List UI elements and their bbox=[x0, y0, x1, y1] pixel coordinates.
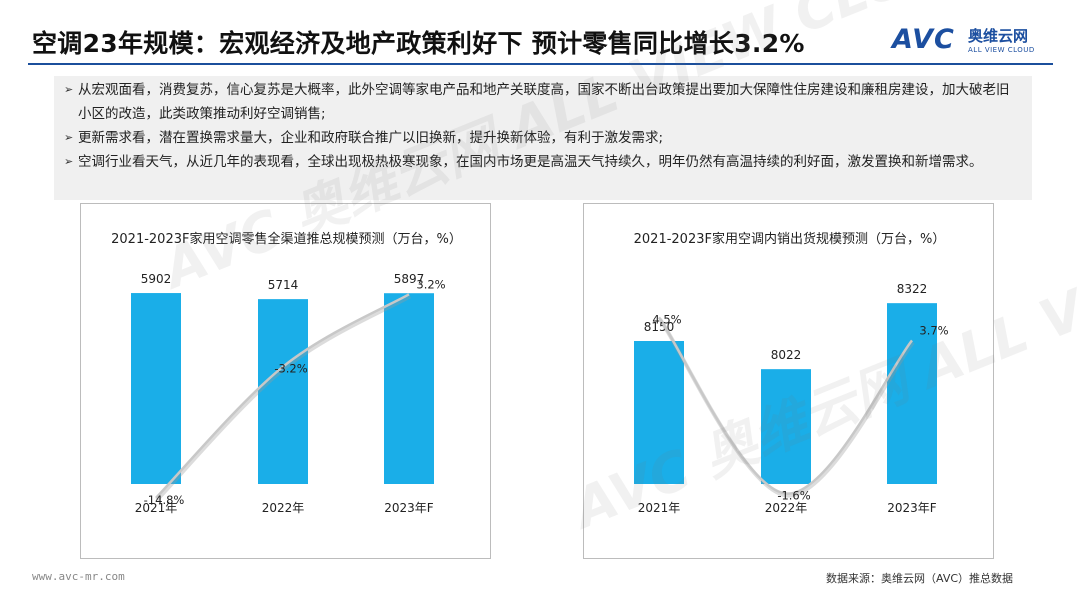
bullet-macro: 从宏观面看，消费复苏，信心复苏是大概率，此外空调等家电产品和地产关联度高，国家不… bbox=[64, 78, 1022, 126]
category-label-1: 2022年 bbox=[262, 501, 305, 515]
growth-label-1: -3.2% bbox=[274, 362, 307, 376]
bar-0 bbox=[131, 293, 181, 484]
growth-label-2: 3.7% bbox=[919, 323, 948, 337]
growth-label-2: 3.2% bbox=[416, 277, 445, 291]
retail-chart: 2021-2023F家用空调零售全渠道推总规模预测（万台，%） 5902 2021年… bbox=[111, 231, 462, 515]
summary-bullets: 从宏观面看，消费复苏，信心复苏是大概率，此外空调等家电产品和地产关联度高，国家不… bbox=[54, 76, 1032, 200]
bar-2 bbox=[887, 303, 937, 484]
category-label-0: 2021年 bbox=[135, 501, 178, 515]
bar-0 bbox=[634, 341, 684, 484]
bullet-weather: 空调行业看天气，从近几年的表现看，全球出现极热极寒现象，在国内市场更是高温天气持… bbox=[64, 150, 1022, 174]
logo-english-name: ALL VIEW CLOUD bbox=[968, 46, 1035, 54]
line-series bbox=[657, 316, 913, 495]
bar-value-label-2: 8322 bbox=[897, 282, 928, 296]
bar-value-label-0: 5902 bbox=[141, 272, 172, 286]
category-label-1: 2022年 bbox=[765, 501, 808, 515]
bar-value-label-2: 5897 bbox=[394, 272, 425, 286]
avc-logo: AVC 奥维云网 ALL VIEW CLOUD bbox=[892, 20, 1062, 56]
title-divider bbox=[28, 63, 1053, 65]
shipment-chart-panel: 2021-2023F家用空调内销出货规模预测（万台，%） 8150 2021年 802… bbox=[583, 203, 994, 559]
logo-chinese-name: 奥维云网 bbox=[968, 27, 1029, 45]
website-url: www.avc-mr.com bbox=[32, 570, 125, 583]
logo-mark: AVC bbox=[892, 24, 955, 55]
line-series bbox=[155, 293, 410, 499]
bar-value-label-1: 8022 bbox=[771, 348, 802, 362]
line-series-shadow bbox=[155, 294, 411, 502]
page-title: 空调23年规模：宏观经济及地产政策利好下 预计零售同比增长3.2% bbox=[32, 29, 805, 58]
retail-chart-panel: 2021-2023F家用空调零售全渠道推总规模预测（万台，%） 5902 2021年… bbox=[80, 203, 491, 559]
bar-2 bbox=[384, 293, 434, 484]
growth-label-1: -1.6% bbox=[777, 489, 810, 503]
chart-title: 2021-2023F家用空调零售全渠道推总规模预测（万台，%） bbox=[111, 231, 462, 247]
bullet-replacement: 更新需求看，潜在置换需求量大，企业和政府联合推广以旧换新，提升换新体验，有利于激… bbox=[64, 126, 1022, 150]
chart-title: 2021-2023F家用空调内销出货规模预测（万台，%） bbox=[634, 231, 946, 247]
bar-value-label-1: 5714 bbox=[268, 278, 299, 292]
category-label-0: 2021年 bbox=[638, 501, 681, 515]
shipment-chart: 2021-2023F家用空调内销出货规模预测（万台，%）81502021年802… bbox=[634, 231, 949, 515]
bar-1 bbox=[258, 299, 308, 484]
growth-label-0: 4.5% bbox=[652, 312, 681, 326]
category-label-2: 2023年F bbox=[887, 501, 937, 515]
bar-1 bbox=[761, 369, 811, 484]
category-label-2: 2023年F bbox=[384, 501, 434, 515]
growth-label-0: -14.8% bbox=[144, 493, 185, 507]
data-source: 数据来源：奥维云网（AVC）推总数据 bbox=[826, 572, 1014, 585]
